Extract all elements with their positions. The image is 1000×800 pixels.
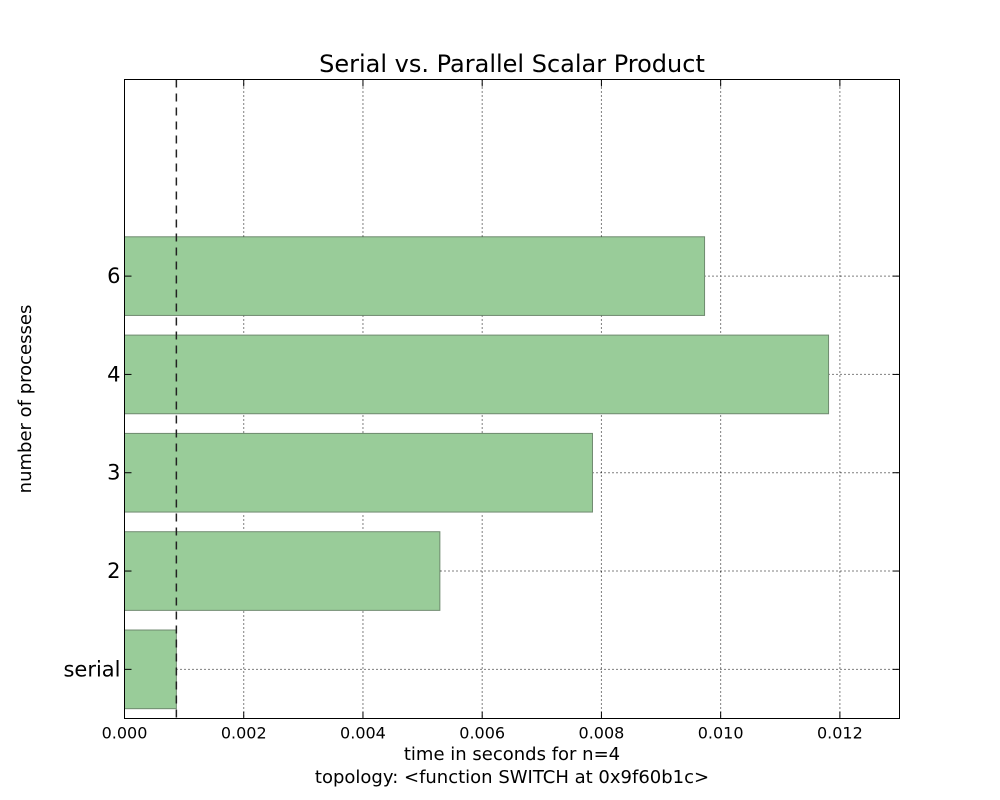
x-tick-label: 0.010	[698, 724, 744, 743]
bar-6	[124, 236, 706, 316]
bar-serial	[124, 629, 177, 710]
x-tick-label: 0.008	[579, 724, 625, 743]
plot-frame	[124, 79, 900, 719]
y-tick-label: 3	[107, 461, 120, 485]
x-tick-label: 0.004	[340, 724, 386, 743]
bar-4	[124, 334, 830, 415]
y-tick-label: 2	[107, 559, 120, 583]
x-axis-label-topology: topology: <function SWITCH at 0x9f60b1c>	[315, 767, 709, 788]
chart-title: Serial vs. Parallel Scalar Product	[319, 50, 705, 78]
x-tick-label: 0.006	[459, 724, 505, 743]
x-tick-label: 0.000	[102, 724, 148, 743]
y-axis-label: number of processes	[15, 305, 36, 494]
x-tick-label: 0.012	[817, 724, 863, 743]
bar-2	[124, 531, 441, 611]
x-axis-label: time in seconds for n=4	[404, 744, 620, 765]
bars	[124, 236, 830, 710]
tick-labels: 0.000 0.002 0.004 0.006 0.008 0.010 0.012 seria…	[63, 264, 862, 742]
ticks	[124, 79, 900, 719]
y-tick-label: 4	[107, 362, 120, 386]
y-tick-label: 6	[107, 264, 120, 288]
x-tick-label: 0.002	[221, 724, 267, 743]
y-tick-label: serial	[63, 657, 120, 681]
bar-3	[124, 432, 593, 513]
